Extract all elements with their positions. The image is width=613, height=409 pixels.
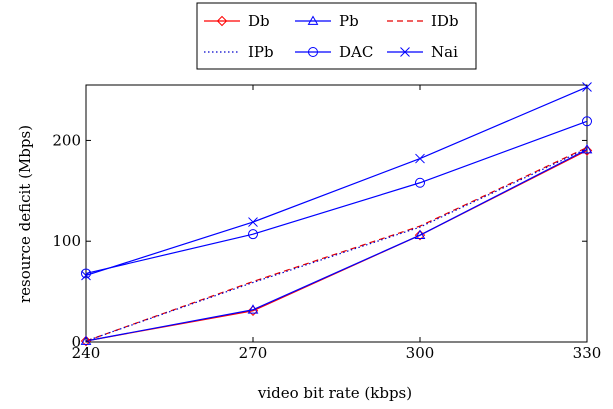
series-line-ipb xyxy=(85,147,588,342)
data-point-nai xyxy=(81,270,91,281)
data-point-dac xyxy=(582,116,592,127)
data-point-dac xyxy=(248,229,258,240)
legend-marker xyxy=(308,47,318,57)
series-pb xyxy=(80,143,593,345)
series-idb xyxy=(85,146,588,342)
legend-item-idb: IDb xyxy=(387,12,459,30)
legend-label: IPb xyxy=(248,43,274,61)
series-line-idb xyxy=(85,146,588,342)
series-line-nai xyxy=(85,86,588,277)
legend-item-nai: Nai xyxy=(387,43,458,61)
x-tick-label: 270 xyxy=(239,344,268,362)
x-marker-stroke xyxy=(248,217,258,227)
data-point-pb xyxy=(247,304,259,314)
y-tick-label: 200 xyxy=(52,131,81,149)
y-tick-label: 100 xyxy=(52,232,81,250)
legend-item-pb: Pb xyxy=(295,12,359,30)
legend-marker xyxy=(216,15,228,27)
x-marker-stroke xyxy=(415,153,425,164)
legend-label: Db xyxy=(248,12,270,30)
legend-item-ipb: IPb xyxy=(204,43,274,61)
legend-item-dac: DAC xyxy=(295,43,373,61)
x-tick-label: 330 xyxy=(573,344,602,362)
series-ipb xyxy=(85,147,588,342)
x-tick-label: 240 xyxy=(72,344,101,362)
series-line-pb xyxy=(85,148,588,342)
data-point-db xyxy=(247,305,259,316)
x-marker-stroke xyxy=(81,270,91,281)
series-nai xyxy=(81,82,592,281)
data-point-nai xyxy=(248,217,258,227)
data-point-pb xyxy=(414,229,426,240)
series-line-db xyxy=(85,149,588,342)
legend-label: DAC xyxy=(339,43,373,61)
y-axis-label: resource deficit (Mbps) xyxy=(16,125,34,303)
x-axis-label: video bit rate (kbps) xyxy=(257,384,412,402)
plot-area: 240 270 300 330 0 100 200 xyxy=(52,82,602,362)
x-marker-stroke xyxy=(400,47,410,57)
legend-box xyxy=(196,2,477,70)
legend-marker xyxy=(400,47,410,57)
data-point-dac xyxy=(415,177,425,188)
legend-label: IDb xyxy=(431,12,459,30)
legend-label: Pb xyxy=(339,12,359,30)
legend-item-db: Db xyxy=(204,12,270,30)
data-point-nai xyxy=(582,82,592,92)
x-tick-label: 300 xyxy=(406,344,435,362)
legend-label: Nai xyxy=(431,43,458,61)
plot-frame xyxy=(85,84,588,343)
legend: Db Pb IDb IPb DAC Nai xyxy=(196,2,477,70)
series-line-dac xyxy=(85,120,588,275)
x-marker-stroke xyxy=(582,82,592,92)
y-tick-label: 0 xyxy=(71,333,81,351)
legend-marker xyxy=(307,15,319,25)
data-point-nai xyxy=(415,153,425,164)
